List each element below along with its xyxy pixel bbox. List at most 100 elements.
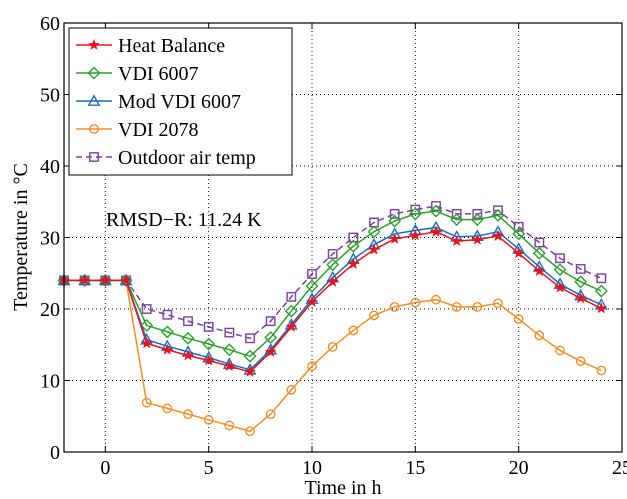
legend-item: Heat Balance xyxy=(76,35,225,57)
x-tick-label: 5 xyxy=(204,457,214,479)
data-point xyxy=(162,309,173,320)
data-point xyxy=(368,243,380,255)
data-point xyxy=(244,365,256,377)
data-point xyxy=(181,331,195,345)
data-point xyxy=(555,253,565,264)
data-point xyxy=(160,325,174,339)
legend-label: Heat Balance xyxy=(118,35,225,57)
data-point xyxy=(348,325,359,336)
data-point xyxy=(472,301,483,312)
data-point xyxy=(389,209,400,219)
data-point xyxy=(575,356,586,367)
legend-label: VDI 6007 xyxy=(118,63,199,85)
data-point xyxy=(554,281,566,293)
legend-label: Mod VDI 6007 xyxy=(118,91,241,113)
data-point xyxy=(493,298,503,309)
legend: Heat Balance VDI 6007 Mod VDI 6007 VDI 2078… xyxy=(68,27,293,176)
data-point xyxy=(410,297,421,308)
data-point xyxy=(243,349,257,363)
legend-item: Outdoor air temp xyxy=(76,147,256,169)
data-point xyxy=(182,349,194,361)
data-point xyxy=(513,314,524,324)
y-tick-label: 10 xyxy=(40,371,60,393)
series-heat-balance xyxy=(58,225,608,377)
legend-label: VDI 2078 xyxy=(118,119,199,141)
data-point xyxy=(596,273,607,284)
data-point xyxy=(161,343,174,355)
data-point xyxy=(409,229,422,241)
data-point xyxy=(451,209,462,219)
data-point xyxy=(389,301,400,312)
y-tick-label: 30 xyxy=(40,228,60,250)
data-point xyxy=(162,403,173,414)
data-point xyxy=(327,341,338,352)
data-point xyxy=(326,275,339,287)
data-point xyxy=(367,225,381,239)
data-point xyxy=(596,365,607,376)
data-point xyxy=(513,221,524,232)
data-point xyxy=(224,420,235,431)
data-point xyxy=(203,321,214,332)
series-line xyxy=(64,205,602,340)
data-point xyxy=(594,284,608,298)
data-point xyxy=(408,207,422,221)
data-point xyxy=(203,414,214,425)
data-point xyxy=(595,302,608,314)
data-point xyxy=(284,304,298,318)
x-tick-label: 15 xyxy=(405,457,425,479)
data-point xyxy=(493,205,503,216)
data-point xyxy=(78,274,91,286)
data-point xyxy=(202,354,215,366)
y-axis-title: Temperature in °C xyxy=(10,163,32,311)
data-point xyxy=(99,274,112,286)
data-point xyxy=(346,239,360,253)
data-point xyxy=(431,201,441,211)
y-tick-label: 50 xyxy=(40,85,60,107)
x-axis-title: Time in h xyxy=(304,477,381,499)
data-point xyxy=(450,213,464,227)
data-point xyxy=(347,257,360,269)
data-point xyxy=(202,337,216,351)
data-point xyxy=(574,292,587,304)
legend-marker xyxy=(89,124,99,134)
data-point xyxy=(141,397,152,408)
data-point xyxy=(245,426,255,437)
y-tick-label: 40 xyxy=(40,156,60,178)
x-tick-label: 25 xyxy=(612,457,627,479)
legend-marker xyxy=(89,152,99,162)
legend-marker xyxy=(88,38,100,50)
data-point xyxy=(265,409,276,420)
data-point xyxy=(140,337,153,349)
data-point xyxy=(532,246,546,260)
data-point xyxy=(306,295,318,307)
series-line xyxy=(64,279,602,433)
data-point xyxy=(430,225,442,237)
data-point xyxy=(450,234,463,247)
series-group xyxy=(57,201,608,437)
x-tick-label: 20 xyxy=(509,457,529,479)
data-point xyxy=(388,232,401,244)
data-point xyxy=(183,409,193,420)
data-point xyxy=(286,291,297,302)
series-line xyxy=(64,210,602,358)
data-point xyxy=(553,263,567,277)
data-point xyxy=(534,237,545,248)
y-tick-label: 60 xyxy=(40,13,60,35)
rmsd-annotation: RMSD−R: 11.24 K xyxy=(106,209,262,231)
data-point xyxy=(307,361,317,372)
data-point xyxy=(575,264,586,274)
data-point xyxy=(492,229,504,242)
data-point xyxy=(120,274,132,286)
data-point xyxy=(264,345,277,357)
data-point xyxy=(369,310,379,321)
y-tick-label: 20 xyxy=(40,299,60,321)
data-point xyxy=(512,247,525,259)
data-point xyxy=(307,269,317,279)
data-point xyxy=(222,343,236,357)
data-point xyxy=(471,233,484,245)
data-point xyxy=(534,330,545,341)
data-point xyxy=(431,294,441,305)
data-point xyxy=(555,345,565,356)
data-point xyxy=(388,214,402,228)
